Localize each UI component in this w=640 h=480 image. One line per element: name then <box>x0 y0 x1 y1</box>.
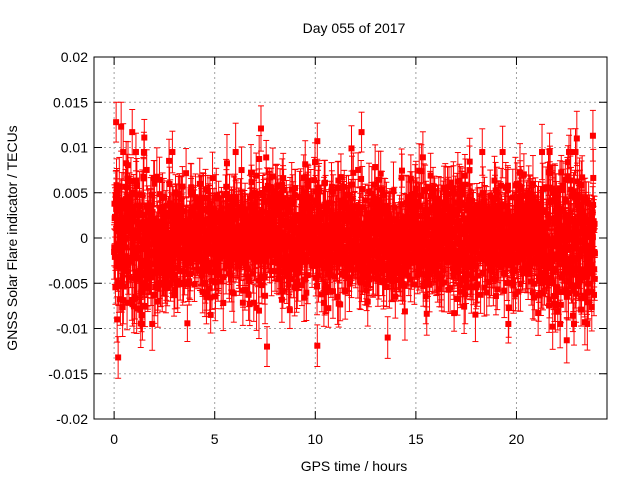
chart: -0.02-0.015-0.01-0.00500.0050.010.0150.0… <box>4 20 608 474</box>
